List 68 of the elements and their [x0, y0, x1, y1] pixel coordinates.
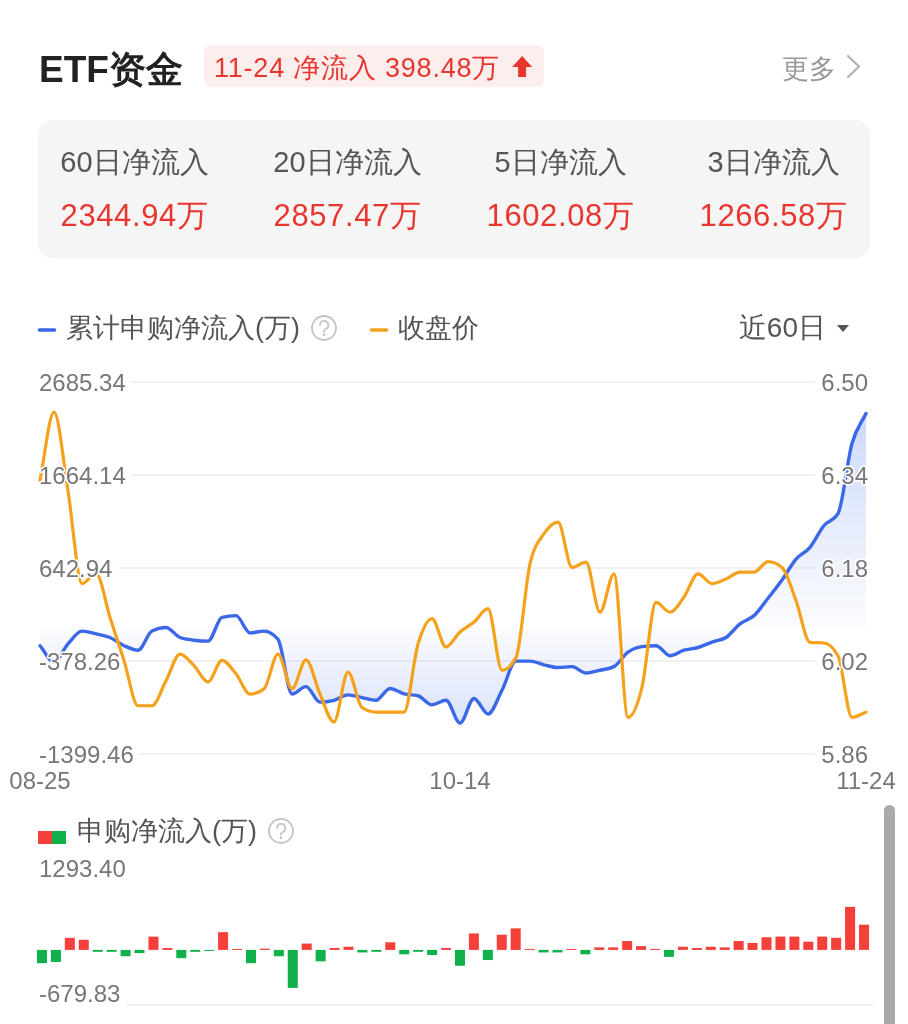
y2-tick-label: 6.18	[821, 554, 868, 582]
bar	[287, 949, 298, 988]
text: 1266.58万	[699, 198, 848, 233]
text: 更多	[782, 54, 836, 84]
text: 11-24 净流入 398.48万	[213, 53, 501, 83]
bar	[789, 936, 800, 950]
legend-label: 累计申购净流入(万)	[66, 313, 300, 343]
bar	[273, 949, 284, 957]
bar	[64, 937, 75, 950]
bar	[761, 937, 772, 950]
x-tick-label: 10-14	[429, 767, 491, 794]
bar	[845, 906, 856, 950]
bar	[747, 942, 758, 950]
bar	[705, 946, 716, 950]
bar	[50, 949, 61, 962]
text: 2344.94万	[60, 198, 209, 233]
text: 5日净流入	[494, 146, 627, 178]
bar	[733, 941, 744, 950]
bar	[454, 949, 465, 966]
bar	[427, 949, 438, 955]
bar	[245, 949, 256, 964]
x-tick-label: 08-25	[9, 767, 71, 794]
text: 3日净流入	[707, 146, 840, 178]
y-tick-label: 1293.40	[39, 854, 126, 882]
bar	[218, 932, 229, 950]
text: 1602.08万	[486, 198, 635, 233]
bar	[399, 949, 410, 955]
y-tick-label: -1399.46	[39, 740, 134, 768]
bar	[677, 946, 688, 950]
bar	[343, 946, 354, 950]
bar	[636, 946, 647, 950]
bar	[663, 949, 674, 957]
text: 近60日	[738, 312, 826, 343]
bar	[36, 949, 47, 964]
bar	[510, 928, 521, 950]
bar	[385, 942, 396, 950]
legend-label: 申购净流入(万)	[77, 816, 257, 846]
bar	[496, 934, 507, 950]
y-tick-label: -679.83	[39, 979, 121, 1007]
bar	[301, 943, 312, 950]
text: 60日净流入	[60, 146, 209, 178]
text: 20日净流入	[273, 146, 422, 178]
y-tick-label: -378.26	[39, 647, 121, 675]
bar	[817, 936, 828, 950]
legend-label: 收盘价	[397, 313, 479, 343]
bar	[468, 933, 479, 950]
bar	[148, 936, 159, 950]
bar	[78, 939, 89, 950]
x-tick-label: 11-24	[836, 767, 896, 794]
bar	[594, 947, 605, 950]
bar	[831, 937, 842, 950]
bar	[176, 949, 187, 959]
bar	[120, 949, 131, 957]
bar	[719, 947, 730, 950]
text: ETF资金	[39, 49, 183, 90]
bar	[859, 924, 870, 950]
bar	[608, 947, 619, 950]
bar	[482, 949, 493, 961]
y-tick-label: 2685.34	[39, 368, 126, 396]
text: 2857.47万	[273, 198, 422, 233]
bar	[134, 949, 145, 954]
y2-tick-label: 6.50	[821, 368, 868, 396]
y2-tick-label: 5.86	[821, 740, 868, 768]
bar	[580, 949, 591, 955]
bar	[803, 941, 814, 950]
bar	[775, 936, 786, 950]
bar	[622, 941, 633, 950]
bar	[315, 949, 326, 962]
